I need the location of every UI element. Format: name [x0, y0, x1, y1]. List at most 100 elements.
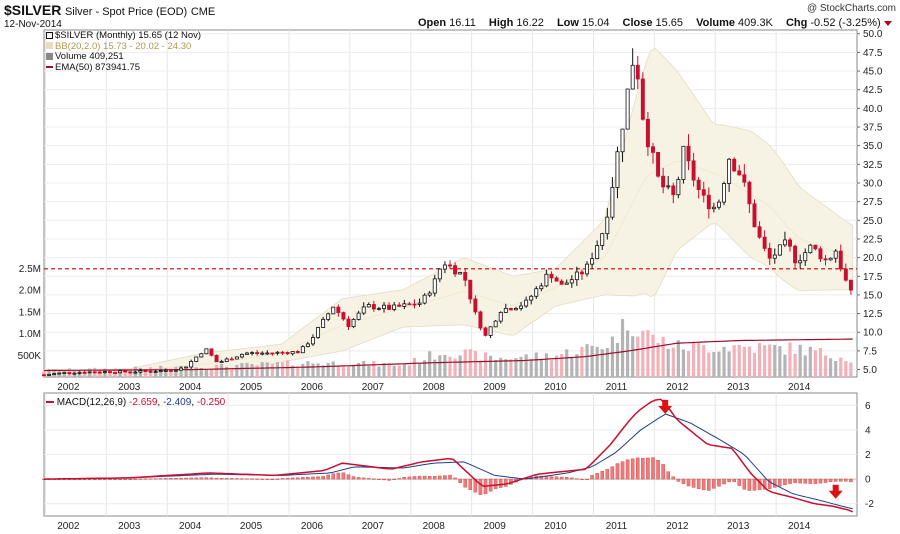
- macd-hist-bar: [311, 476, 315, 480]
- legend-ema[interactable]: EMA(50) 873941.75: [46, 62, 201, 74]
- volume-bar: [463, 349, 467, 377]
- candle-body: [478, 311, 483, 329]
- volume-bar: [143, 368, 148, 377]
- macd-hist-bar: [417, 475, 422, 480]
- macd-hist-bar: [844, 478, 848, 482]
- volume-bar: [392, 365, 396, 377]
- candle-body: [366, 304, 371, 308]
- macd-hist-bar: [214, 477, 219, 480]
- macd-hist-bar: [646, 457, 650, 480]
- volume-bar: [534, 352, 538, 377]
- volume-bar: [722, 346, 726, 377]
- candle-body: [828, 257, 833, 261]
- candle-body: [173, 369, 178, 372]
- x-tick-label: 2005: [240, 521, 263, 532]
- candle-body: [600, 233, 605, 246]
- macd-tick-label: -2: [865, 499, 874, 510]
- candle-body: [559, 280, 564, 285]
- volume-bar: [428, 351, 432, 377]
- volume-bar: [529, 359, 533, 377]
- macd-hist-bar: [605, 469, 610, 480]
- candle-body: [716, 201, 721, 208]
- chart-date: 12-Nov-2014: [4, 19, 62, 30]
- volume-bar: [407, 365, 411, 377]
- macd-hist-bar: [549, 476, 554, 480]
- volume-bar: [570, 356, 574, 377]
- down-arrow-icon: [658, 399, 673, 414]
- macd-hist-bar: [351, 476, 356, 480]
- macd-hist-bar: [707, 478, 711, 491]
- candle-body: [285, 352, 290, 355]
- macd-hist-bar: [87, 478, 92, 480]
- volume-bar: [829, 358, 833, 377]
- volume-bar: [636, 336, 640, 377]
- volume-bar: [346, 366, 351, 377]
- macd-hist-bar: [407, 476, 412, 480]
- x-tick-label: 2009: [484, 382, 507, 393]
- legend-price[interactable]: $SILVER (Monthly) 15.65 (12 Nov): [46, 30, 201, 42]
- macd-hist-bar: [747, 478, 752, 491]
- volume-bar: [692, 341, 696, 377]
- candle-body: [635, 64, 640, 80]
- volume-bar: [549, 360, 554, 377]
- candle-body: [701, 189, 706, 196]
- volume-bar: [666, 348, 670, 377]
- macd-legend-hist: -0.250: [196, 397, 226, 408]
- candle-body: [336, 306, 341, 313]
- macd-hist-bar: [387, 478, 391, 481]
- candle-body: [321, 318, 326, 328]
- candle-body: [696, 179, 701, 191]
- macd-histogram: [42, 457, 853, 495]
- macd-legend[interactable]: MACD(12,26,9) -2.659, -2.409, -0.250: [46, 397, 225, 408]
- volume-swatch-icon: [46, 52, 53, 60]
- candle-body: [92, 371, 97, 374]
- macd-signal-line: [43, 413, 853, 510]
- candle-body: [219, 361, 224, 363]
- legend-volume[interactable]: Volume 409,251: [46, 51, 201, 63]
- macd-hist-bar: [585, 478, 589, 480]
- macd-tick-label: 0: [865, 475, 871, 486]
- macd-hist-bar: [600, 471, 605, 480]
- candle-body: [265, 352, 270, 355]
- symbol[interactable]: $SILVER: [4, 2, 62, 18]
- macd-hist-bar: [260, 478, 264, 480]
- candle-body: [194, 356, 199, 362]
- volume-bar: [504, 359, 508, 377]
- candle-body: [351, 318, 356, 327]
- candle-body: [326, 313, 331, 320]
- candle-body: [118, 370, 123, 374]
- macd-hist-bar: [169, 478, 173, 480]
- candle-body: [407, 303, 412, 306]
- stockcharts-watermark[interactable]: @ StockCharts.com: [806, 3, 896, 14]
- macd-hist-bar: [732, 478, 736, 483]
- candle-body: [706, 194, 711, 210]
- volume-bar: [778, 346, 782, 377]
- volume-bar: [747, 346, 751, 377]
- candle-body: [585, 263, 589, 275]
- macd-hist-bar: [174, 478, 178, 480]
- macd-hist-bar: [564, 477, 569, 480]
- candle-body: [661, 175, 666, 188]
- candle-body: [498, 312, 503, 322]
- macd-hist-bar: [372, 478, 376, 480]
- candle-body: [376, 308, 381, 310]
- candle-body: [798, 260, 803, 264]
- volume-bar: [499, 357, 503, 377]
- price-tick-label: 10.0: [863, 328, 883, 339]
- volume-bar: [656, 343, 660, 377]
- legend-bb[interactable]: BB(20,2.0) 15.73 - 20.02 - 24.30: [46, 41, 201, 53]
- macd-hist-bar: [630, 458, 635, 480]
- chg-value: -0.52 (-3.25%): [810, 17, 881, 29]
- macd-hist-bar: [762, 478, 767, 490]
- macd-hist-bar: [778, 478, 782, 487]
- volume-bar: [702, 345, 706, 377]
- macd-hist-bar: [575, 478, 579, 480]
- volume-bar: [818, 347, 823, 377]
- macd-hist-bar: [727, 478, 731, 482]
- candle-body: [57, 372, 62, 375]
- volume-bar: [98, 370, 102, 377]
- open-value: 16.11: [449, 17, 476, 29]
- candle-body: [341, 312, 346, 320]
